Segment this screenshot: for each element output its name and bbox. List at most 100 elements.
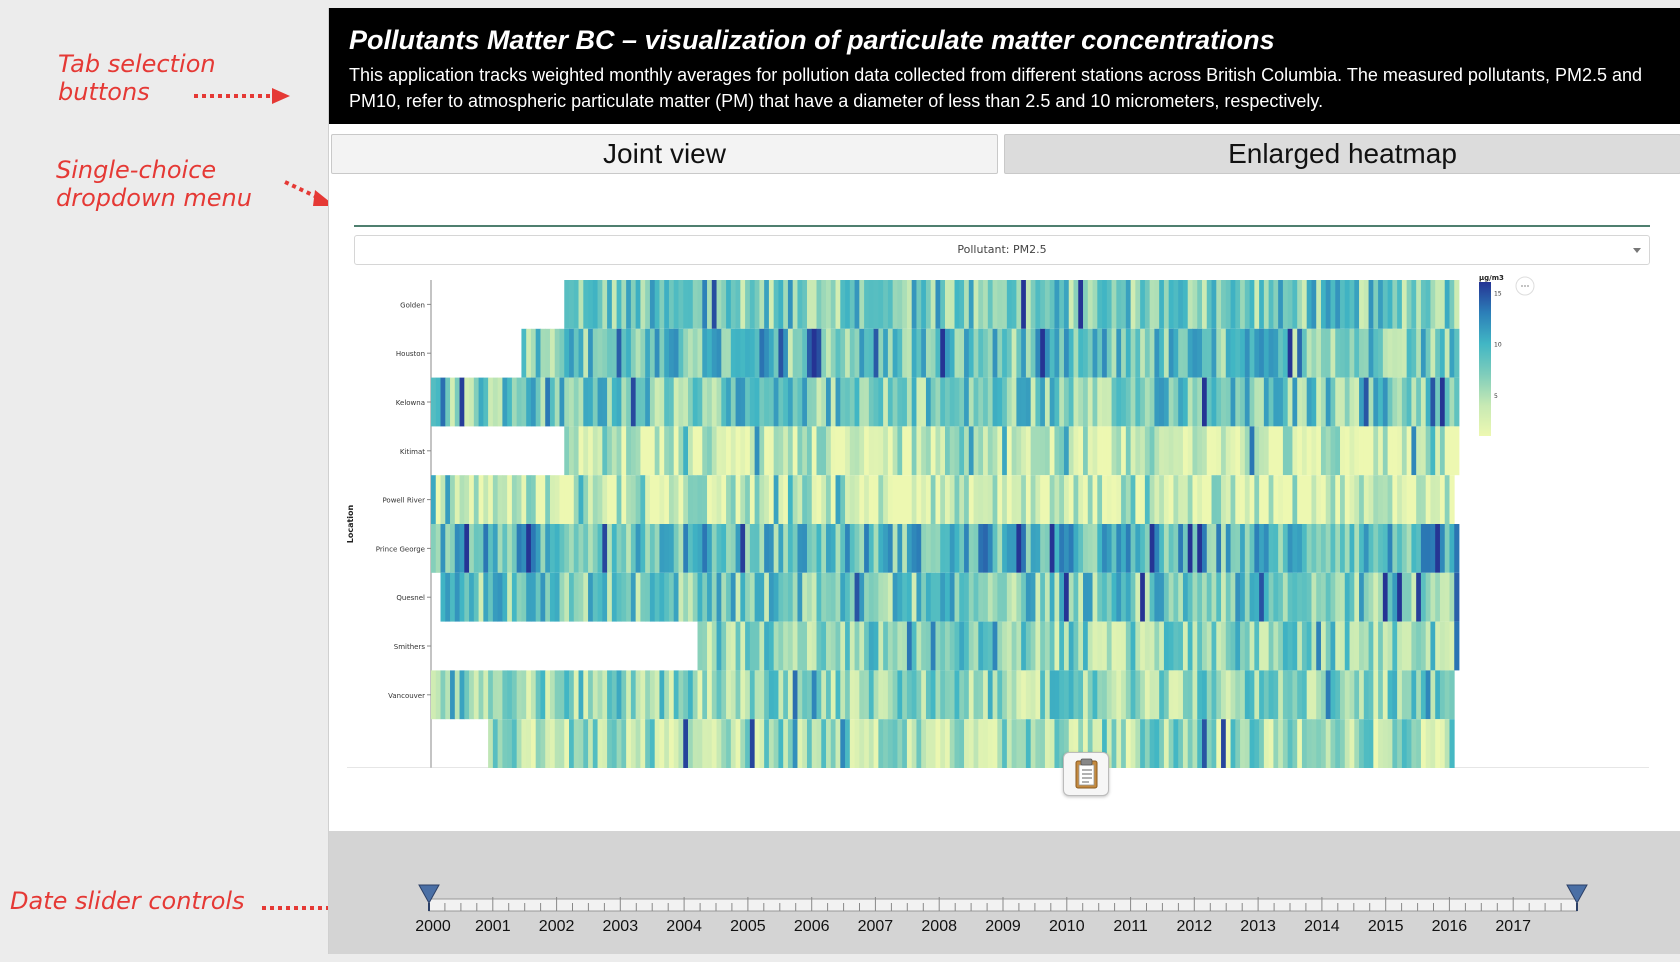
heatmap-cell <box>1083 670 1089 720</box>
tab-enlarged-heatmap[interactable]: Enlarged heatmap <box>1004 134 1680 174</box>
heatmap-cell <box>1230 719 1236 768</box>
heatmap-cell <box>1049 572 1055 622</box>
more-options-icon[interactable] <box>1515 276 1535 296</box>
heatmap-cell <box>806 621 813 671</box>
heatmap-cell <box>592 719 598 768</box>
heatmap-cell <box>645 524 651 573</box>
heatmap-cell <box>1268 670 1274 720</box>
heatmap-cell <box>997 670 1003 720</box>
pollutant-dropdown[interactable]: Pollutant: PM2.5 <box>354 235 1650 265</box>
heatmap-cell <box>983 670 989 720</box>
heatmap-cell <box>1282 572 1289 622</box>
heatmap-cell <box>1240 377 1246 427</box>
heatmap-cell <box>1325 670 1331 720</box>
heatmap-cell <box>735 426 741 476</box>
heatmap-cell <box>1444 572 1450 622</box>
heatmap-cell <box>830 572 836 622</box>
heatmap-cell <box>497 719 503 768</box>
slider-start-handle[interactable] <box>418 884 440 905</box>
heatmap-cell <box>488 670 494 720</box>
heatmap-cell <box>1335 621 1341 671</box>
y-tick-label: Houston <box>396 350 425 358</box>
heatmap-cell <box>459 377 465 427</box>
heatmap-cell <box>1354 328 1360 378</box>
y-tick-label: Quesnel <box>396 594 425 602</box>
heatmap-cell <box>1097 280 1103 329</box>
heatmap-cell <box>945 524 951 573</box>
heatmap-cell <box>692 377 698 427</box>
heatmap-cell <box>1035 524 1041 573</box>
heatmap-cell <box>1030 426 1036 476</box>
heatmap-cell <box>1059 670 1065 720</box>
heatmap-cell <box>792 377 798 427</box>
heatmap-cell <box>1011 426 1017 476</box>
heatmap-cell <box>1097 670 1103 720</box>
heatmap-cell <box>1363 377 1369 427</box>
heatmap-cell <box>431 377 437 427</box>
copy-to-clipboard-button[interactable] <box>1063 752 1109 796</box>
heatmap-cell <box>1144 670 1151 720</box>
heatmap-cell <box>1420 572 1427 622</box>
heatmap-cell <box>806 670 813 720</box>
heatmap-cell <box>1040 670 1046 720</box>
heatmap-cell <box>1106 328 1112 378</box>
y-tick-label: Smithers <box>394 643 426 651</box>
heatmap-cell <box>711 719 717 768</box>
heatmap-cell <box>773 280 779 329</box>
heatmap-cell <box>1411 426 1417 476</box>
slider-year-label: 2010 <box>1049 918 1085 935</box>
slider-end-handle[interactable] <box>1566 884 1588 905</box>
heatmap-cell <box>845 328 851 378</box>
heatmap-cell <box>1430 572 1436 622</box>
heatmap-cell <box>1178 426 1184 476</box>
heatmap-cell <box>1221 621 1227 671</box>
heatmap-cell <box>783 621 789 671</box>
heatmap-cell <box>1173 328 1179 378</box>
heatmap-cell <box>569 572 575 622</box>
heatmap-cell <box>1278 328 1284 378</box>
heatmap-cell <box>1130 377 1136 427</box>
heatmap-cell <box>1144 621 1151 671</box>
heatmap-cell <box>959 621 965 671</box>
colorbar <box>1479 282 1491 436</box>
heatmap-cell <box>683 426 689 476</box>
heatmap-cell <box>1425 670 1431 720</box>
heatmap-cell <box>783 377 789 427</box>
heatmap-cell <box>1406 719 1412 768</box>
heatmap-cell <box>892 426 898 476</box>
heatmap-cell <box>545 475 551 524</box>
heatmap-cell <box>1092 280 1098 329</box>
heatmap-cell <box>1202 670 1208 720</box>
heatmap-cell <box>635 280 641 329</box>
heatmap-cell <box>797 280 803 329</box>
heatmap-cell <box>1439 328 1446 378</box>
heatmap-cell <box>1135 328 1141 378</box>
heatmap-cell <box>992 328 998 378</box>
heatmap-cell <box>1140 280 1146 329</box>
heatmap-cell <box>1178 572 1184 622</box>
heatmap-cell <box>597 670 603 720</box>
tab-joint-view[interactable]: Joint view <box>331 134 998 174</box>
heatmap-cell <box>864 719 870 768</box>
heatmap-cell <box>1111 719 1117 768</box>
heatmap-cell <box>583 572 589 622</box>
heatmap-cell <box>607 377 613 427</box>
heatmap-cell <box>1292 719 1298 768</box>
heatmap-cell <box>811 377 817 427</box>
heatmap-cell <box>730 280 736 329</box>
heatmap-cell <box>826 572 832 622</box>
heatmap-cell <box>1097 377 1103 427</box>
heatmap-cell <box>1087 719 1093 768</box>
heatmap-cell <box>735 719 741 768</box>
heatmap-cell <box>1130 572 1136 622</box>
heatmap-cell <box>1382 426 1389 476</box>
heatmap-cell <box>1163 524 1170 573</box>
y-tick-label: Kelowna <box>396 399 425 407</box>
heatmap-cell <box>1340 621 1346 671</box>
heatmap-cell <box>1240 572 1246 622</box>
heatmap-cell <box>1454 377 1460 427</box>
date-range-slider[interactable]: 2000 2001 2002 2003 2004 2005 2006 2007 2008 2009… <box>329 831 1680 954</box>
heatmap-cell <box>787 426 794 476</box>
heatmap-cell <box>611 280 618 329</box>
heatmap-cell <box>768 719 775 768</box>
